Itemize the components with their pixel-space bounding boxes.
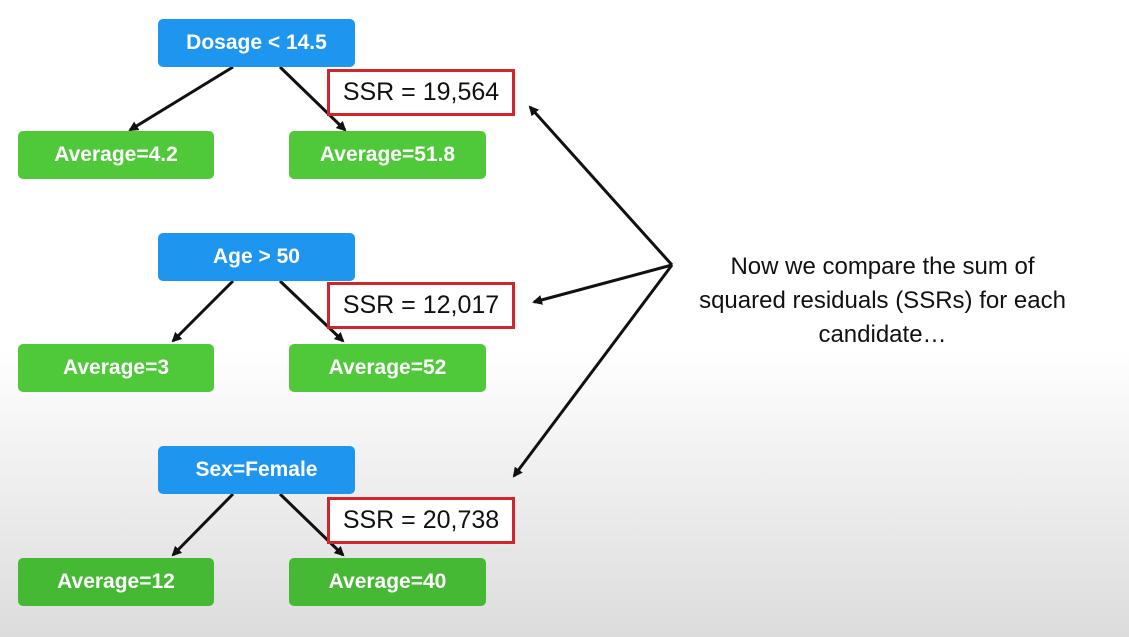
ssr-box-tree3: SSR = 20,738 — [327, 497, 515, 544]
pointer-to-ssr-1 — [528, 105, 674, 267]
annotation-line-1: Now we compare the sum of — [730, 253, 1035, 280]
annotation-line-2: squared residuals (SSRs) for each — [699, 287, 1066, 314]
leaf-node-tree3-left: Average=12 — [18, 558, 214, 606]
edge-tree1-left — [128, 65, 234, 132]
ssr-box-tree2: SSR = 12,017 — [327, 282, 515, 329]
leaf-node-tree2-right: Average=52 — [289, 344, 486, 392]
leaf-node-tree3-right: Average=40 — [289, 558, 486, 606]
leaf-node-tree1-left: Average=4.2 — [18, 131, 214, 179]
edge-tree2-left — [171, 279, 235, 343]
annotation-line-3: candidate… — [818, 321, 947, 348]
annotation-text: Now we compare the sum of squared residu… — [655, 250, 1110, 352]
leaf-node-tree2-left: Average=3 — [18, 344, 214, 392]
edge-tree3-left — [171, 492, 235, 557]
split-node-age: Age > 50 — [158, 233, 355, 281]
leaf-node-tree1-right: Average=51.8 — [289, 131, 486, 179]
pointer-to-ssr-3 — [512, 264, 674, 478]
split-node-dosage: Dosage < 14.5 — [158, 19, 355, 67]
pointer-to-ssr-2 — [532, 263, 673, 305]
edge-tree1-right — [278, 65, 347, 132]
edge-tree3-right — [278, 492, 345, 557]
edge-tree2-right — [278, 279, 345, 343]
ssr-box-tree1: SSR = 19,564 — [327, 69, 515, 116]
split-node-sex: Sex=Female — [158, 446, 355, 494]
